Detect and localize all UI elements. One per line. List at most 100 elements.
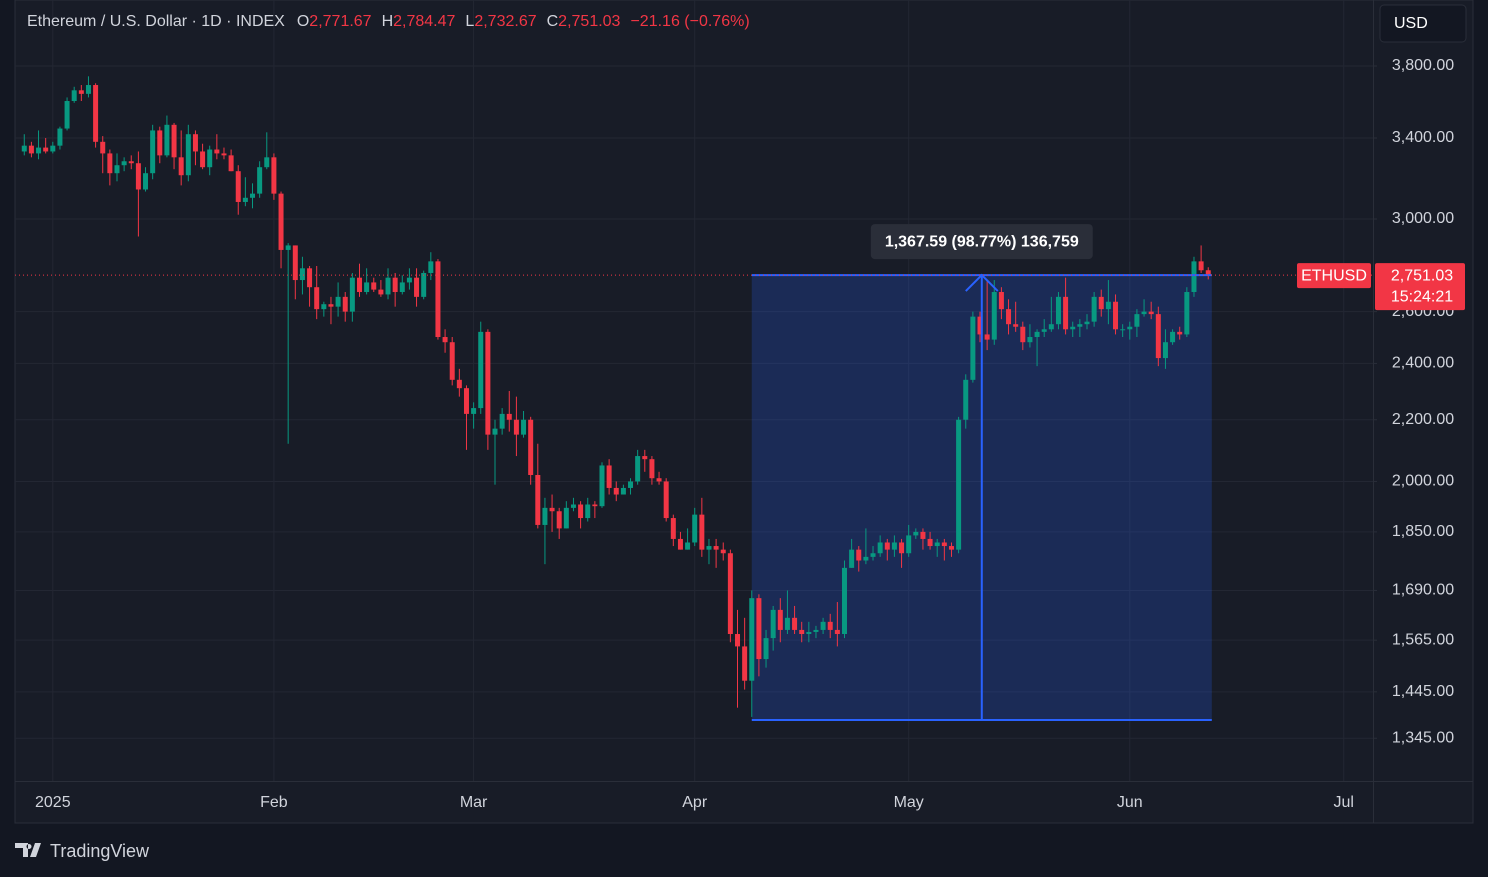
- candle-body: [727, 553, 733, 635]
- candle-body: [834, 629, 840, 635]
- candle-body: [920, 531, 926, 539]
- currency-label[interactable]: USD: [1394, 15, 1428, 32]
- candle-body: [1091, 296, 1097, 322]
- candle-body: [78, 90, 84, 94]
- candle-body: [635, 456, 641, 482]
- candle-body: [763, 638, 769, 660]
- candle-body: [1184, 292, 1190, 335]
- candle-body: [649, 459, 655, 479]
- candle-body: [784, 617, 790, 630]
- candle-body: [449, 342, 455, 380]
- candle-body: [178, 157, 184, 176]
- candle-body: [1055, 296, 1061, 325]
- brand-name[interactable]: TradingView: [50, 841, 150, 861]
- candle-body: [107, 153, 113, 174]
- candle-body: [349, 277, 355, 312]
- candle-body: [1162, 342, 1168, 359]
- candle-body: [513, 419, 519, 435]
- candle-body: [749, 598, 755, 681]
- candle-body: [342, 296, 348, 312]
- ohlc-legend: O 2,771.67 H 2,784.47 L 2,732.67 C 2,751.03 −21.…: [297, 13, 750, 30]
- candle-body: [485, 331, 491, 435]
- candle-body: [570, 504, 576, 508]
- candle-body: [677, 538, 683, 550]
- candle-body: [499, 413, 505, 429]
- candle-body: [1198, 261, 1204, 271]
- brand[interactable]: TradingView: [15, 841, 150, 861]
- candle-body: [328, 304, 334, 307]
- candle-body: [364, 282, 370, 293]
- candle-body: [870, 553, 876, 557]
- brand-logo[interactable]: [15, 843, 41, 857]
- candle-body: [164, 124, 170, 156]
- y-tick-label: 3,800.00: [1392, 57, 1454, 74]
- x-tick-label: Jul: [1334, 794, 1354, 811]
- y-tick-label: 1,345.00: [1392, 729, 1454, 746]
- candle-body: [863, 556, 869, 561]
- candle-body: [856, 549, 862, 561]
- candle-body: [563, 507, 569, 529]
- candle-body: [371, 282, 377, 290]
- candle-body: [492, 428, 498, 435]
- overlay: 1,367.59 (98.77%) 136,759 ETHUSD 2,751.03 1…: [15, 224, 1465, 721]
- candle-body: [1205, 270, 1211, 276]
- chart-title: Ethereum / U.S. Dollar · 1D · INDEX: [27, 13, 285, 30]
- candle-body: [606, 465, 612, 488]
- candle-body: [307, 268, 313, 288]
- legend-value: 2,751.03: [558, 13, 620, 30]
- currency-button-box[interactable]: [1379, 4, 1467, 43]
- candle-body: [877, 542, 883, 554]
- currency-button[interactable]: USD: [1379, 4, 1467, 43]
- candle-body: [884, 542, 890, 550]
- candle-body: [592, 504, 598, 507]
- chart-panel: [14, 0, 1474, 824]
- candle-body: [642, 456, 648, 460]
- candle-body: [114, 165, 120, 174]
- candle-body: [620, 487, 626, 495]
- candle-body: [813, 629, 819, 632]
- candle-body: [278, 193, 284, 250]
- candle-body: [628, 481, 634, 488]
- x-tick-label: Mar: [460, 794, 488, 811]
- candle-body: [549, 507, 555, 512]
- legend-value: 2,771.67: [309, 13, 371, 30]
- y-tick-label: 1,850.00: [1392, 523, 1454, 540]
- candle-body: [85, 85, 91, 94]
- x-tick-label: Jun: [1117, 794, 1143, 811]
- symbol-tag-box: [1297, 263, 1371, 289]
- candle-body: [770, 609, 776, 639]
- candle-body: [192, 134, 198, 152]
- candle-body: [899, 542, 905, 554]
- x-tick-label: 2025: [35, 794, 71, 811]
- candle-body: [235, 171, 241, 202]
- candle-body: [585, 504, 591, 519]
- candle-body: [435, 261, 441, 338]
- candle-body: [1006, 309, 1012, 325]
- candle-body: [542, 507, 548, 525]
- candle-body: [463, 388, 469, 414]
- candle-body: [735, 634, 741, 647]
- candle-body: [43, 147, 49, 152]
- candle-body: [456, 379, 462, 389]
- x-tick-label: Feb: [260, 794, 288, 811]
- candle-body: [713, 546, 719, 550]
- candle-body: [100, 141, 106, 154]
- candle-body: [984, 334, 990, 340]
- candle-body: [613, 487, 619, 495]
- candle-body: [299, 268, 305, 281]
- candle-body: [250, 193, 256, 198]
- candle-body: [806, 631, 812, 635]
- measure-label: 1,367.59 (98.77%) 136,759: [885, 233, 1079, 250]
- candle-body: [57, 128, 63, 146]
- candle-body: [934, 542, 940, 547]
- candle-body: [50, 145, 56, 152]
- candle-body: [1013, 324, 1019, 327]
- y-tick-label: 2,200.00: [1392, 411, 1454, 428]
- header: Ethereum / U.S. Dollar · 1D · INDEX O 2,7…: [27, 13, 750, 30]
- y-tick-label: 1,565.00: [1392, 631, 1454, 648]
- candle-body: [93, 85, 99, 142]
- candle-body: [157, 130, 163, 156]
- candle-body: [185, 134, 191, 176]
- candle-body: [906, 535, 912, 554]
